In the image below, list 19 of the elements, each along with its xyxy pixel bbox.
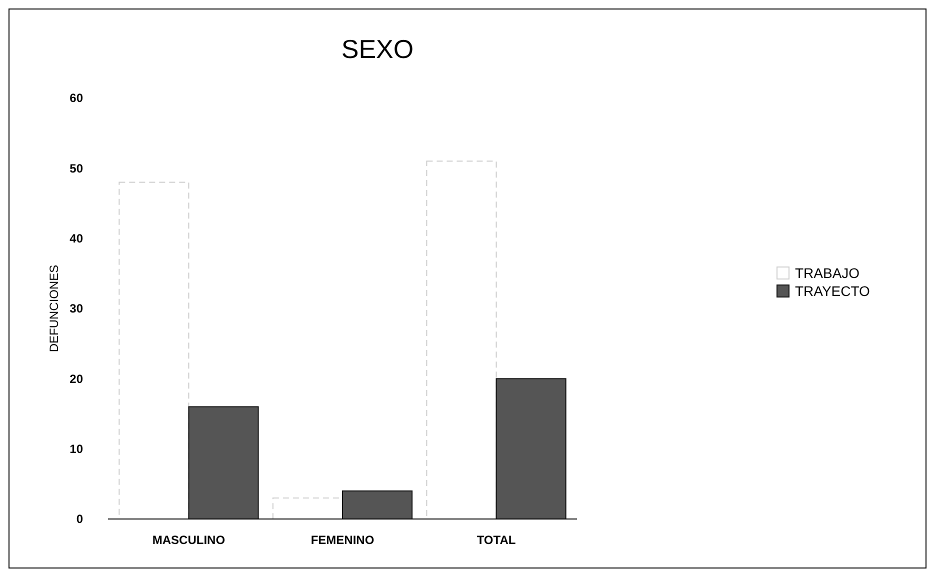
y-tick-label: 50 [70,161,84,176]
y-tick-label: 30 [70,302,84,316]
chart-title: SEXO [341,34,414,64]
bar [188,406,259,520]
bar [118,182,190,520]
y-tick-label: 40 [70,232,84,246]
x-tick-label: TOTAL [476,533,516,547]
bar [342,490,413,520]
y-tick-label: 10 [70,442,84,456]
bar [496,378,566,520]
x-tick-label: FEMENINO [310,533,374,547]
y-axis-title: DEFUNCIONES [47,264,61,352]
bar [426,160,497,520]
y-tick-label: 0 [76,512,84,526]
y-tick-label: 20 [70,372,84,386]
y-tick-label: 60 [70,91,84,106]
legend-label: TRAYECTO [795,282,870,299]
legend-label: TRABAJO [795,264,860,281]
x-tick-label: MASCULINO [152,533,226,547]
